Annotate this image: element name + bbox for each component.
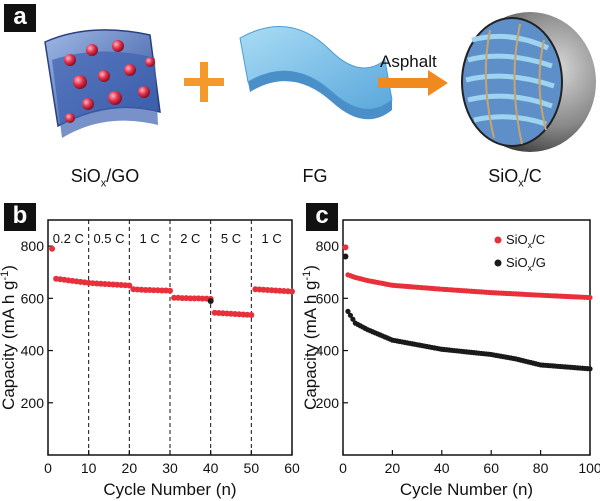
plus-icon xyxy=(184,62,224,102)
chart-b-rate-label: 2 C xyxy=(180,231,200,246)
chart-c-xtick-label: 100 xyxy=(578,460,600,476)
chart-b-rate-label: 0.2 C xyxy=(53,231,84,246)
chart-b-point xyxy=(289,288,295,295)
chart-b-xtick-label: 50 xyxy=(244,460,260,476)
chart-b-ytick-label: 600 xyxy=(21,290,45,306)
chart-c-frame xyxy=(342,219,591,456)
chart-c-legend-label: SiOx/G xyxy=(506,255,546,273)
chart-c-legend-marker xyxy=(494,236,502,244)
arrow-label-asphalt: Asphalt xyxy=(380,52,437,71)
arrow-icon xyxy=(378,70,448,96)
chart-c-legend-marker xyxy=(494,259,502,267)
chart-b-xtick-label: 10 xyxy=(81,460,97,476)
chart-c-point xyxy=(587,366,593,372)
chart-c-ylabel: Capacity (mA h g-1) xyxy=(301,265,320,410)
chart-b-xtick-label: 30 xyxy=(162,460,178,476)
chart-b-rate-label: 5 C xyxy=(221,231,241,246)
chart-c-point xyxy=(345,308,351,314)
chart-b-point xyxy=(167,287,173,294)
caption-siox-go: SiOx/GO xyxy=(70,166,140,190)
panel-a-illustrations xyxy=(44,12,596,152)
chart-b-rate-label: 0.5 C xyxy=(93,231,124,246)
chart-b-ytick-label: 200 xyxy=(21,395,45,411)
chart-c-point xyxy=(342,244,349,251)
panel-b-tag: b xyxy=(4,203,36,231)
chart-c-xtick-label: 0 xyxy=(339,460,347,476)
chart-c-point xyxy=(347,312,354,318)
chart-c-point xyxy=(342,253,349,260)
chart-c-xtick-label: 80 xyxy=(533,460,549,476)
chart-b-xtick-label: 20 xyxy=(122,460,138,476)
chart-b-point xyxy=(248,312,255,319)
chart-b-xtick-label: 0 xyxy=(44,460,52,476)
chart-b-point xyxy=(49,245,56,252)
chart-c-legend-label: SiOx/C xyxy=(506,232,545,250)
caption-siox-c: SiOx/C xyxy=(488,166,542,190)
chart-c-xtick-label: 60 xyxy=(483,460,499,476)
chart-c-xlabel: Cycle Number (n) xyxy=(400,480,533,499)
panel-a-tag: a xyxy=(4,4,36,32)
chart-c-ytick-label: 400 xyxy=(316,343,340,359)
chart-b-xtick-label: 40 xyxy=(203,460,219,476)
siox-go-illustration xyxy=(44,29,161,138)
chart-c-xtick-label: 40 xyxy=(434,460,450,476)
chart-b-rate-label: 1 C xyxy=(262,231,282,246)
panel-c-tag: c xyxy=(306,203,338,231)
chart-c-point xyxy=(350,316,356,322)
chart-b-ytick-label: 400 xyxy=(21,343,45,359)
chart-c-xtick-label: 20 xyxy=(385,460,401,476)
chart-c-ytick-label: 200 xyxy=(316,395,340,411)
chart-b-rate-label: 1 C xyxy=(140,231,160,246)
chart-c-point xyxy=(587,294,593,301)
chart-b-point xyxy=(207,297,214,304)
chart-c-ytick-label: 600 xyxy=(316,290,340,306)
caption-fg: FG xyxy=(302,166,328,186)
chart-c-ytick-label: 800 xyxy=(316,238,340,254)
chart-b-ytick-label: 800 xyxy=(21,238,45,254)
chart-b-point xyxy=(126,282,133,289)
chart-b-ylabel: Capacity (mA h g-1) xyxy=(0,265,18,410)
chart-b-xtick-label: 60 xyxy=(284,460,300,476)
siox-c-illustration xyxy=(461,12,596,152)
chart-b-xlabel: Cycle Number (n) xyxy=(103,480,236,499)
